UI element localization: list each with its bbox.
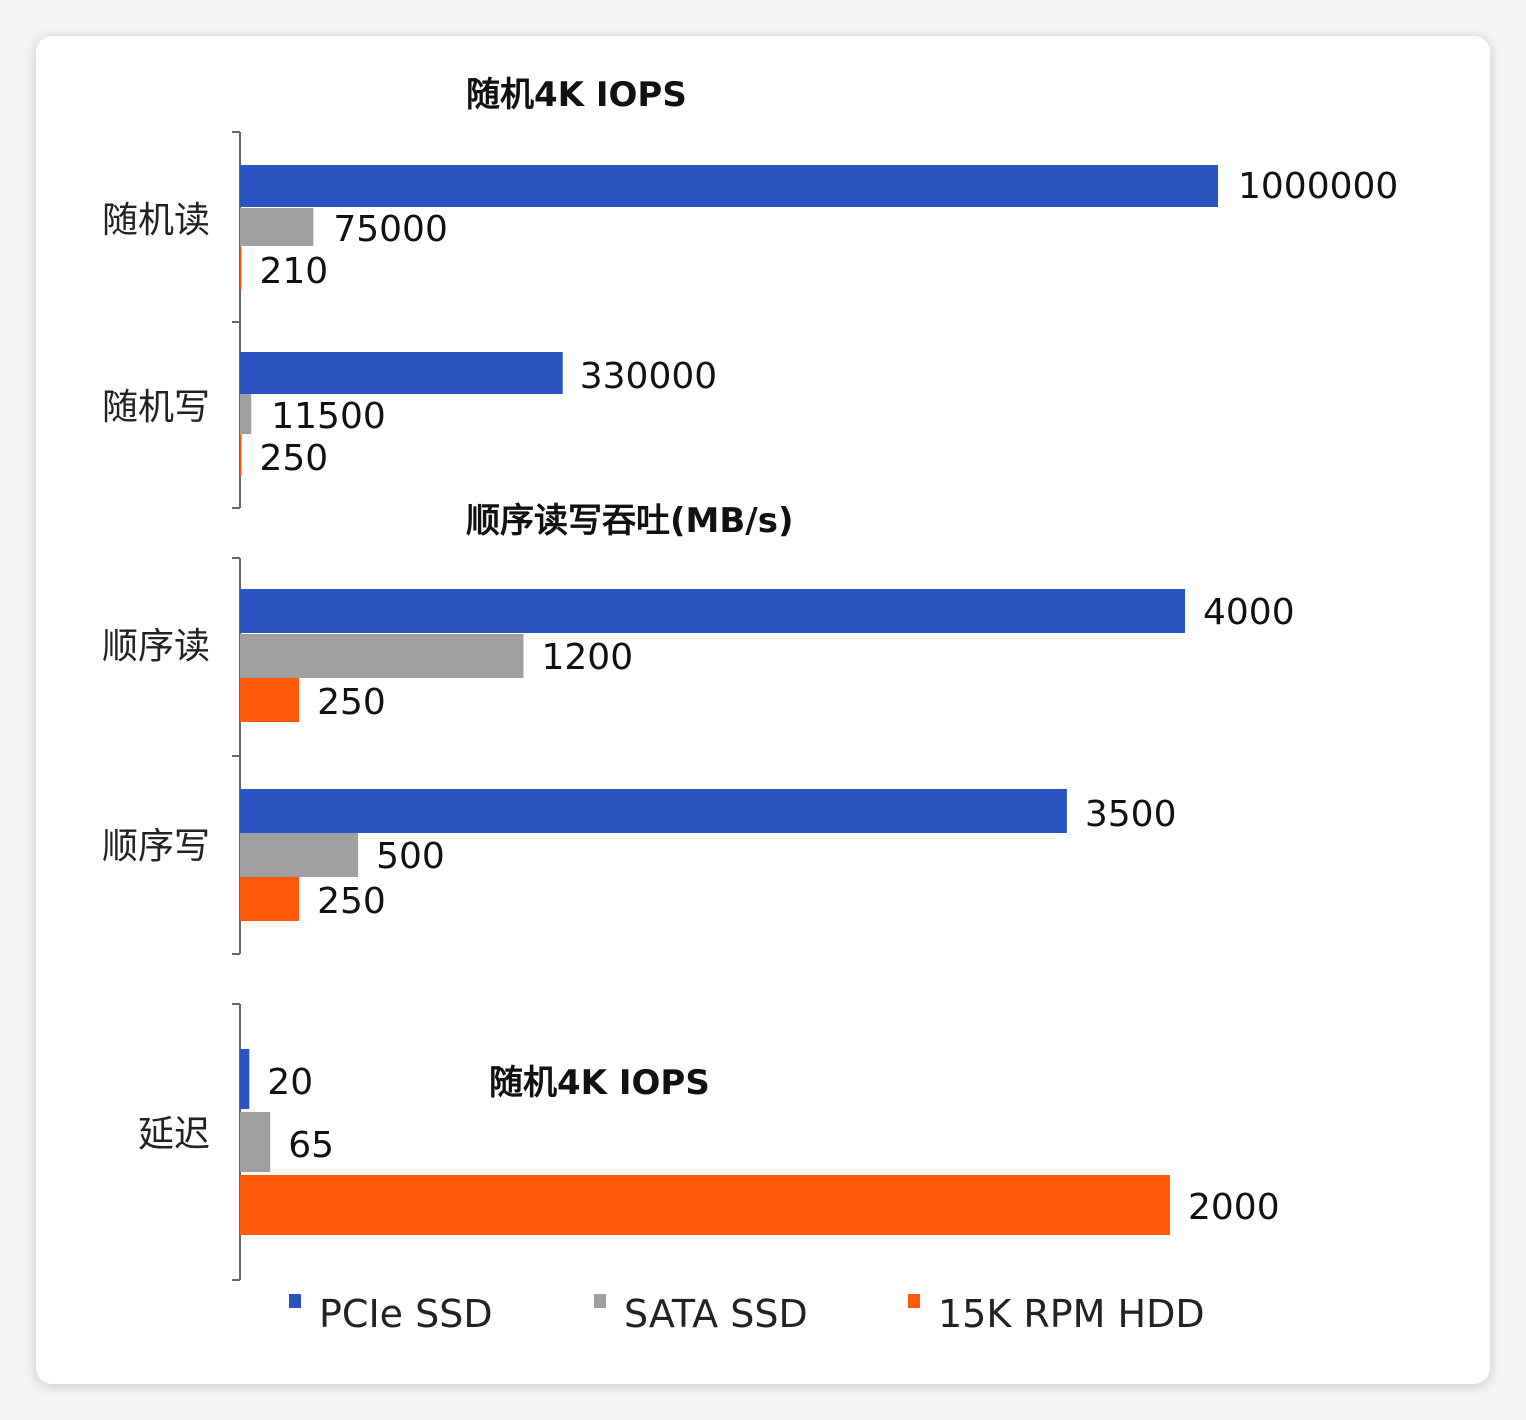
legend-swatch-hdd xyxy=(908,1294,920,1308)
legend-swatch-sata xyxy=(594,1294,606,1308)
data-label: 4000 xyxy=(1203,592,1295,633)
data-label: 3500 xyxy=(1085,794,1177,835)
category-label: 顺序读 xyxy=(102,626,210,667)
panel-title: 随机4K IOPS xyxy=(466,75,687,115)
data-label: 2000 xyxy=(1188,1187,1280,1228)
bar-pcie xyxy=(240,789,1067,833)
data-label: 250 xyxy=(317,682,386,723)
data-label: 1200 xyxy=(542,637,634,678)
bar-pcie xyxy=(240,352,563,394)
bar-pcie xyxy=(240,1049,250,1109)
bar-sata xyxy=(240,394,252,434)
bar-pcie xyxy=(240,589,1185,633)
category-label: 随机读 xyxy=(102,200,210,241)
bar-hdd xyxy=(240,678,300,722)
chart-card: 随机4K IOPS 随机读 1000000 75000 210 随机写 330000 1150… xyxy=(36,36,1490,1384)
panel-title: 随机4K IOPS xyxy=(489,1063,710,1103)
bar-sata xyxy=(240,208,314,246)
bar-hdd xyxy=(240,877,300,921)
legend-label: 15K RPM HDD xyxy=(938,1292,1205,1336)
data-label: 330000 xyxy=(580,356,717,397)
bar-hdd xyxy=(240,1175,1170,1235)
data-label: 11500 xyxy=(271,396,386,437)
data-label: 500 xyxy=(376,836,445,877)
data-label: 75000 xyxy=(333,209,448,250)
bar-hdd xyxy=(240,247,242,289)
data-label: 250 xyxy=(260,438,329,479)
data-label: 65 xyxy=(288,1125,334,1166)
legend-swatch-pcie xyxy=(289,1294,301,1308)
category-label: 随机写 xyxy=(102,387,210,428)
category-label: 延迟 xyxy=(138,1114,210,1155)
panel-title: 顺序读写吞吐(MB/s) xyxy=(466,501,793,541)
bar-sata xyxy=(240,833,359,877)
data-label: 1000000 xyxy=(1238,166,1398,207)
data-label: 210 xyxy=(260,251,329,292)
bar-pcie xyxy=(240,165,1218,207)
data-label: 20 xyxy=(267,1062,313,1103)
category-label: 顺序写 xyxy=(102,826,210,867)
data-label: 250 xyxy=(317,881,386,922)
legend-label: PCIe SSD xyxy=(319,1292,493,1336)
bar-sata xyxy=(240,634,524,678)
bar-hdd xyxy=(240,434,242,476)
bar-sata xyxy=(240,1112,271,1172)
legend-label: SATA SSD xyxy=(624,1292,808,1336)
